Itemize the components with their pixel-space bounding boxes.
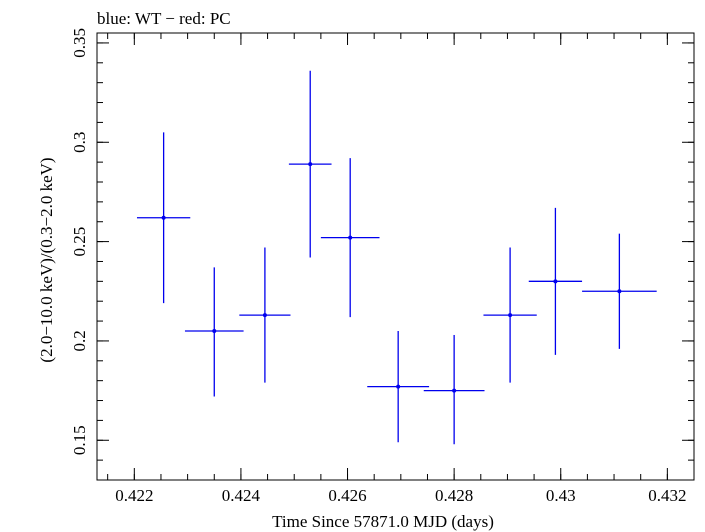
x-tick-label: 0.424 bbox=[222, 486, 261, 505]
y-tick-label: 0.15 bbox=[70, 425, 89, 455]
x-tick-label: 0.422 bbox=[115, 486, 153, 505]
data-marker bbox=[617, 289, 622, 294]
data-point bbox=[483, 247, 537, 383]
y-tick-label: 0.25 bbox=[70, 227, 89, 257]
data-marker bbox=[553, 279, 558, 284]
data-point bbox=[582, 233, 657, 349]
data-marker bbox=[308, 162, 313, 167]
data-point bbox=[184, 267, 244, 397]
data-point bbox=[320, 158, 380, 318]
data-marker bbox=[262, 313, 267, 318]
data-marker bbox=[212, 329, 217, 333]
y-axis-label: (2.0−10.0 keV)/(0.3−2.0 keV) bbox=[37, 157, 56, 362]
axis-ticks: 0.422 0.424 0.426 0.428 0.43 0.432 0.15 0.2 0.25… bbox=[70, 28, 695, 505]
data-point bbox=[288, 70, 332, 258]
data-point bbox=[367, 331, 430, 443]
data-point bbox=[136, 132, 191, 304]
chart-title: blue: WT − red: PC bbox=[97, 9, 231, 28]
y-tick-label: 0.35 bbox=[70, 28, 89, 58]
data-point bbox=[528, 207, 583, 355]
data-marker bbox=[508, 313, 513, 318]
y-tick-label: 0.3 bbox=[70, 132, 89, 153]
data-marker bbox=[396, 384, 401, 389]
x-tick-label: 0.43 bbox=[546, 486, 576, 505]
y-tick-label: 0.2 bbox=[70, 330, 89, 351]
plot-frame bbox=[96, 32, 695, 481]
data-point bbox=[239, 247, 291, 383]
x-tick-label: 0.428 bbox=[435, 486, 473, 505]
x-tick-label: 0.426 bbox=[328, 486, 366, 505]
data-marker bbox=[452, 388, 457, 393]
data-marker bbox=[161, 215, 166, 220]
x-axis-label: Time Since 57871.0 MJD (days) bbox=[272, 512, 494, 531]
data-point bbox=[423, 334, 485, 445]
data-layer bbox=[136, 70, 657, 445]
x-tick-label: 0.432 bbox=[648, 486, 686, 505]
data-marker bbox=[348, 235, 353, 240]
